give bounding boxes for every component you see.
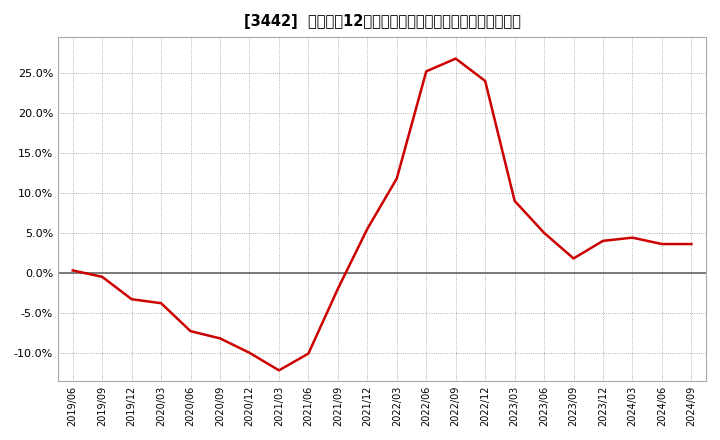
Title: [3442]  売上高の12か月移動合計の対前年同期増減率の推移: [3442] 売上高の12か月移動合計の対前年同期増減率の推移: [243, 14, 521, 29]
